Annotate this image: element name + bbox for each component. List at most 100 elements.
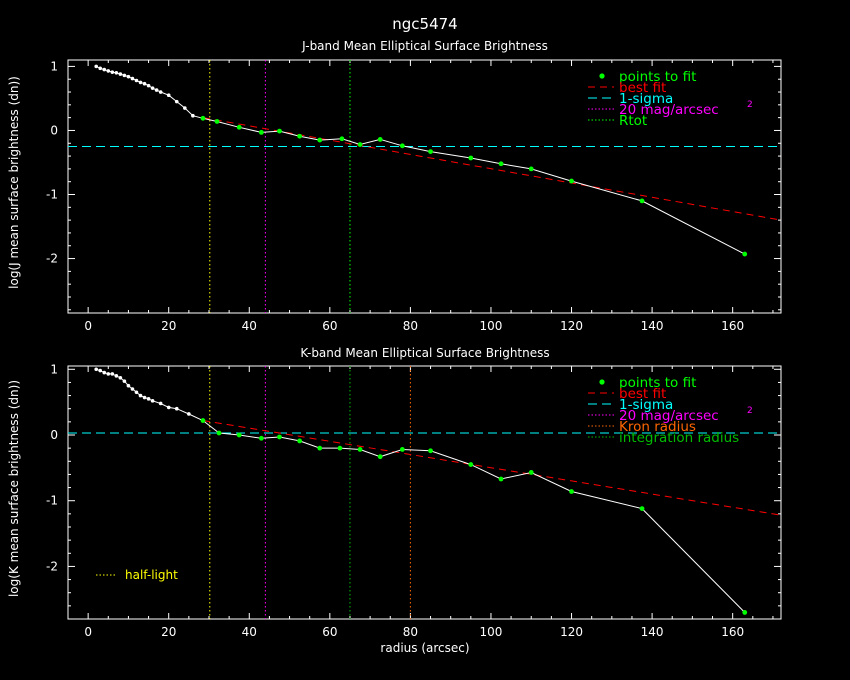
j-legend-sup-mag20: 2 [747, 100, 753, 110]
j-axes-frame [67, 59, 782, 314]
j-fit-point [200, 115, 206, 121]
j-fit-point [742, 251, 748, 257]
j-profile-point [154, 88, 159, 92]
j-legend-swatch-points [599, 73, 605, 79]
j-y-axis-label: log(J mean surface brightness (dn)) [7, 76, 21, 289]
k-fit-point [337, 445, 343, 451]
j-best-fit-line [202, 117, 781, 221]
k-x-tick-label: 100 [480, 625, 503, 639]
j-profile-point [142, 81, 147, 86]
k-profile-point [126, 383, 131, 388]
j-legend-label-mag20: 20 mag/arcsec [619, 102, 719, 118]
j-x-tick-label: 120 [560, 319, 583, 333]
k-profile-point [106, 372, 111, 376]
k-fit-point [317, 445, 323, 451]
j-x-tick-label: 140 [641, 319, 664, 333]
j-y-tick-label: 0 [50, 123, 58, 137]
k-legend-label-kron: Kron radius [619, 419, 696, 435]
k-profile-point [114, 374, 119, 378]
j-fit-point [528, 166, 534, 172]
k-profile-point [110, 372, 115, 376]
k-profile-point [187, 412, 191, 416]
k-profile-point [146, 397, 151, 401]
k-profile-point [134, 390, 139, 395]
k-profile-point [166, 405, 171, 410]
k-x-tick-label: 60 [322, 625, 337, 639]
j-profile-point [102, 67, 107, 72]
j-profile-point [166, 93, 171, 98]
j-fit-point [468, 155, 474, 161]
j-profile-point [94, 64, 98, 69]
j-profile-point [118, 72, 123, 76]
k-fit-point [200, 418, 206, 423]
k-fit-point [528, 470, 534, 475]
j-y-tick-label: -1 [46, 188, 58, 202]
j-x-tick-label: 160 [721, 319, 744, 333]
j-x-tick-label: 0 [84, 319, 92, 333]
k-x-tick-label: 140 [641, 625, 664, 639]
k-x-tick-label: 80 [403, 625, 418, 639]
k-fit-point [399, 447, 405, 452]
k-legend-label-mag20: 20 mag/arcsec [619, 408, 719, 424]
k-band-panel: K-band Mean Elliptical Surface Brightnes… [7, 346, 782, 639]
j-fit-point [214, 119, 220, 124]
k-fit-point [468, 462, 474, 467]
j-profile-point [183, 106, 187, 110]
k-profile-point [150, 399, 155, 403]
k-fit-point [428, 448, 433, 454]
j-profile-point [110, 70, 115, 74]
j-y-tick-label: -2 [46, 252, 58, 266]
j-fit-point [428, 149, 433, 154]
k-x-tick-label: 120 [560, 625, 583, 639]
j-x-tick-label: 40 [242, 319, 257, 333]
k-legend-swatch-points [599, 379, 605, 385]
j-profile-point [114, 71, 119, 75]
j-legend-label-best-fit: best fit [619, 80, 666, 96]
k-plot-area [68, 366, 781, 619]
k-fit-point [258, 435, 264, 441]
k-half-light-label: half-light [125, 568, 178, 582]
j-profile-point [126, 74, 131, 79]
j-plot-area [68, 60, 781, 313]
j-fit-point [277, 128, 282, 134]
k-fit-point [277, 434, 282, 440]
k-legend-label-points: points to fit [619, 375, 696, 391]
j-profile-point [174, 99, 179, 104]
k-y-tick-label: -1 [46, 494, 58, 508]
k-x-tick-label: 160 [721, 625, 744, 639]
k-profile-point [102, 370, 107, 375]
k-best-fit-line [202, 420, 781, 516]
j-legend-label-sigma: 1-sigma [619, 91, 673, 107]
j-profile-point [130, 76, 135, 81]
chart-title: ngc5474 [392, 15, 457, 33]
k-fit-point [216, 430, 222, 436]
k-legend-label-best-fit: best fit [619, 386, 666, 402]
k-profile-point [158, 401, 163, 406]
j-x-tick-label: 100 [480, 319, 503, 333]
j-x-tick-label: 80 [403, 319, 418, 333]
j-fit-point [317, 137, 323, 143]
j-profile-point [98, 66, 103, 71]
j-fit-point [639, 198, 645, 204]
k-fit-point [297, 438, 303, 444]
j-profile-point [138, 80, 143, 85]
j-profile-point [134, 78, 139, 83]
j-subtitle: J-band Mean Elliptical Surface Brightnes… [301, 39, 548, 53]
j-fit-point [339, 136, 345, 142]
k-legend-sup-mag20: 2 [747, 406, 753, 416]
k-profile-point [98, 368, 103, 373]
k-y-axis-label: log(K mean surface brightness (dn)) [7, 380, 21, 597]
j-legend-label-points: points to fit [619, 69, 696, 85]
k-fit-point [742, 610, 748, 615]
k-fit-point [377, 454, 383, 460]
j-x-tick-label: 20 [161, 319, 176, 333]
k-profile-point [174, 406, 179, 411]
k-profile-point [138, 393, 143, 398]
k-legend-label-integration: integration radius [619, 430, 739, 446]
k-axes-frame [67, 365, 782, 620]
k-legend-label-sigma: 1-sigma [619, 397, 673, 413]
j-profile-point [146, 83, 151, 88]
x-axis-label: radius (arcsec) [380, 641, 469, 655]
j-fit-point [297, 133, 303, 139]
j-fit-point [399, 143, 405, 149]
